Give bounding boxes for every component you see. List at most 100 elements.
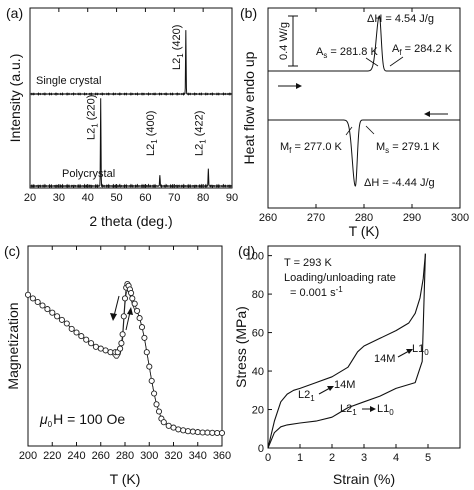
y-axis-label-d: Stress (MPa) <box>233 306 249 388</box>
x-tick-label-70: 70 <box>168 192 180 204</box>
mt-point-21 <box>118 340 125 347</box>
info-line-3: = 0.001 s-1 <box>290 285 343 299</box>
y-axis-label-a: Intensity (a.u.) <box>7 54 23 143</box>
mt-point-34 <box>138 324 146 331</box>
curves-b <box>268 15 460 187</box>
plot-frame-a <box>29 7 233 189</box>
mt-point-14 <box>92 343 99 350</box>
x-tick-label-320: 320 <box>164 450 182 462</box>
peak-label-hkl: (422) <box>193 111 205 140</box>
x-axis-label-c: T (K) <box>110 471 141 487</box>
mt-point-32 <box>134 307 141 314</box>
x-tick-label-80: 80 <box>197 192 209 204</box>
af-pointer <box>389 56 404 67</box>
mt-point-24 <box>121 295 129 302</box>
unloading-curve <box>267 253 426 449</box>
x-tick-label-280: 280 <box>355 212 373 224</box>
mt-point-35 <box>141 334 148 341</box>
mt-point-38 <box>148 377 155 384</box>
mt-point-47 <box>180 427 187 434</box>
mt-point-37 <box>146 363 153 370</box>
mt-point-39 <box>151 390 158 397</box>
curve-c <box>24 280 226 437</box>
series-label-single: Single crystal <box>36 75 101 87</box>
panel-label-b: (b) <box>240 5 257 21</box>
mf-pointer <box>345 126 353 136</box>
x-tick-label-300: 300 <box>140 450 158 462</box>
y-axis-label-c: Magnetization <box>5 302 21 389</box>
ms-pointer <box>365 125 375 135</box>
mt-point-29 <box>128 289 135 297</box>
field-label: μ0H = 100 Oe <box>39 411 125 429</box>
x-tick-label-30: 30 <box>53 192 65 204</box>
x-tick-label-4: 4 <box>393 452 399 464</box>
x-tick-label-280: 280 <box>116 450 134 462</box>
x-tick-label-260: 260 <box>259 212 277 224</box>
series-label-poly: Polycrystal <box>62 168 115 180</box>
x-axis-label-b: T (K) <box>349 223 380 239</box>
mt-point-12 <box>83 336 90 343</box>
mt-point-3 <box>39 302 46 309</box>
panel-c: (c) 200 220 240 260 280 300 320 340 360 μ0H = 10… <box>4 243 231 487</box>
mt-point-16 <box>102 347 109 354</box>
panel-a: (a) 20 30 40 50 60 70 80 90 L21 (420)L21 (220)L… <box>6 5 238 229</box>
mt-point-22 <box>119 331 126 338</box>
dh-heating: ΔH = 4.54 J/g <box>367 13 434 25</box>
peak-label-3: L21 (422) <box>193 111 207 156</box>
mt-point-0 <box>24 291 32 298</box>
x-tick-label-90: 90 <box>226 192 238 204</box>
cooling-arrow-head-c <box>110 313 117 321</box>
peak-label-sub: 1 <box>176 53 185 58</box>
heating-curve <box>268 15 460 72</box>
transformation-label-3: L21 L10 <box>340 403 394 417</box>
as-label: As = 281.8 K <box>316 46 378 60</box>
loading-curve <box>267 253 426 449</box>
mt-point-51 <box>199 429 206 436</box>
y-axis-label-b: Heat flow endo up <box>241 51 257 164</box>
info-line-1: T = 293 K <box>284 257 332 269</box>
x-tick-label-240: 240 <box>67 450 85 462</box>
y-tick-label-80: 80 <box>252 289 264 301</box>
peak-label-2: L21 (400) <box>145 111 159 156</box>
x-axis-label-a: 2 theta (deg.) <box>89 213 172 229</box>
mt-point-46 <box>175 426 182 433</box>
x-tick-label-0: 0 <box>265 452 271 464</box>
svg-text:14M: 14M <box>334 379 355 391</box>
series-polycrystal <box>29 98 233 189</box>
panel-label-c: (c) <box>4 243 20 259</box>
x-tick-label-50: 50 <box>110 192 122 204</box>
mt-point-8 <box>63 320 70 327</box>
peak-labels-a: L21 (420)L21 (220)L21 (400)L21 (422) <box>86 25 208 156</box>
x-tick-label-300: 300 <box>451 212 469 224</box>
mt-point-41 <box>155 408 163 415</box>
y-tick-label-0: 0 <box>258 443 264 455</box>
curves-a <box>29 30 233 189</box>
mt-point-9 <box>68 325 75 332</box>
mt-point-36 <box>143 349 150 356</box>
x-tick-label-40: 40 <box>82 192 94 204</box>
scale-bar-label: 0.4 W/g <box>278 22 290 60</box>
panel-label-a: (a) <box>6 5 23 21</box>
x-tick-label-220: 220 <box>43 450 61 462</box>
transformation-label-1: L21 14M <box>298 379 355 403</box>
peak-label-text: L2 <box>86 128 98 140</box>
x-tick-label-3: 3 <box>361 452 367 464</box>
svg-text:L10: L10 <box>377 403 394 417</box>
heating-arrow-head-c <box>127 307 133 315</box>
x-tick-label-1: 1 <box>297 452 303 464</box>
x-ticks-b: 260 270 280 290 300 <box>259 8 469 224</box>
peak-label-hkl: (420) <box>171 25 183 54</box>
peak-label-text: L2 <box>145 144 157 156</box>
x-tick-label-270: 270 <box>307 212 325 224</box>
x-tick-label-20: 20 <box>24 192 36 204</box>
mt-point-53 <box>209 429 216 436</box>
mt-point-6 <box>54 313 61 320</box>
mt-point-13 <box>88 340 95 347</box>
y-tick-label-60: 60 <box>252 328 264 340</box>
x-tick-label-360: 360 <box>213 450 231 462</box>
mt-point-40 <box>153 401 160 408</box>
mt-point-33 <box>136 315 143 322</box>
mt-point-43 <box>160 419 167 426</box>
af-label: Af = 284.2 K <box>392 43 453 57</box>
x-tick-label-5: 5 <box>425 452 431 464</box>
